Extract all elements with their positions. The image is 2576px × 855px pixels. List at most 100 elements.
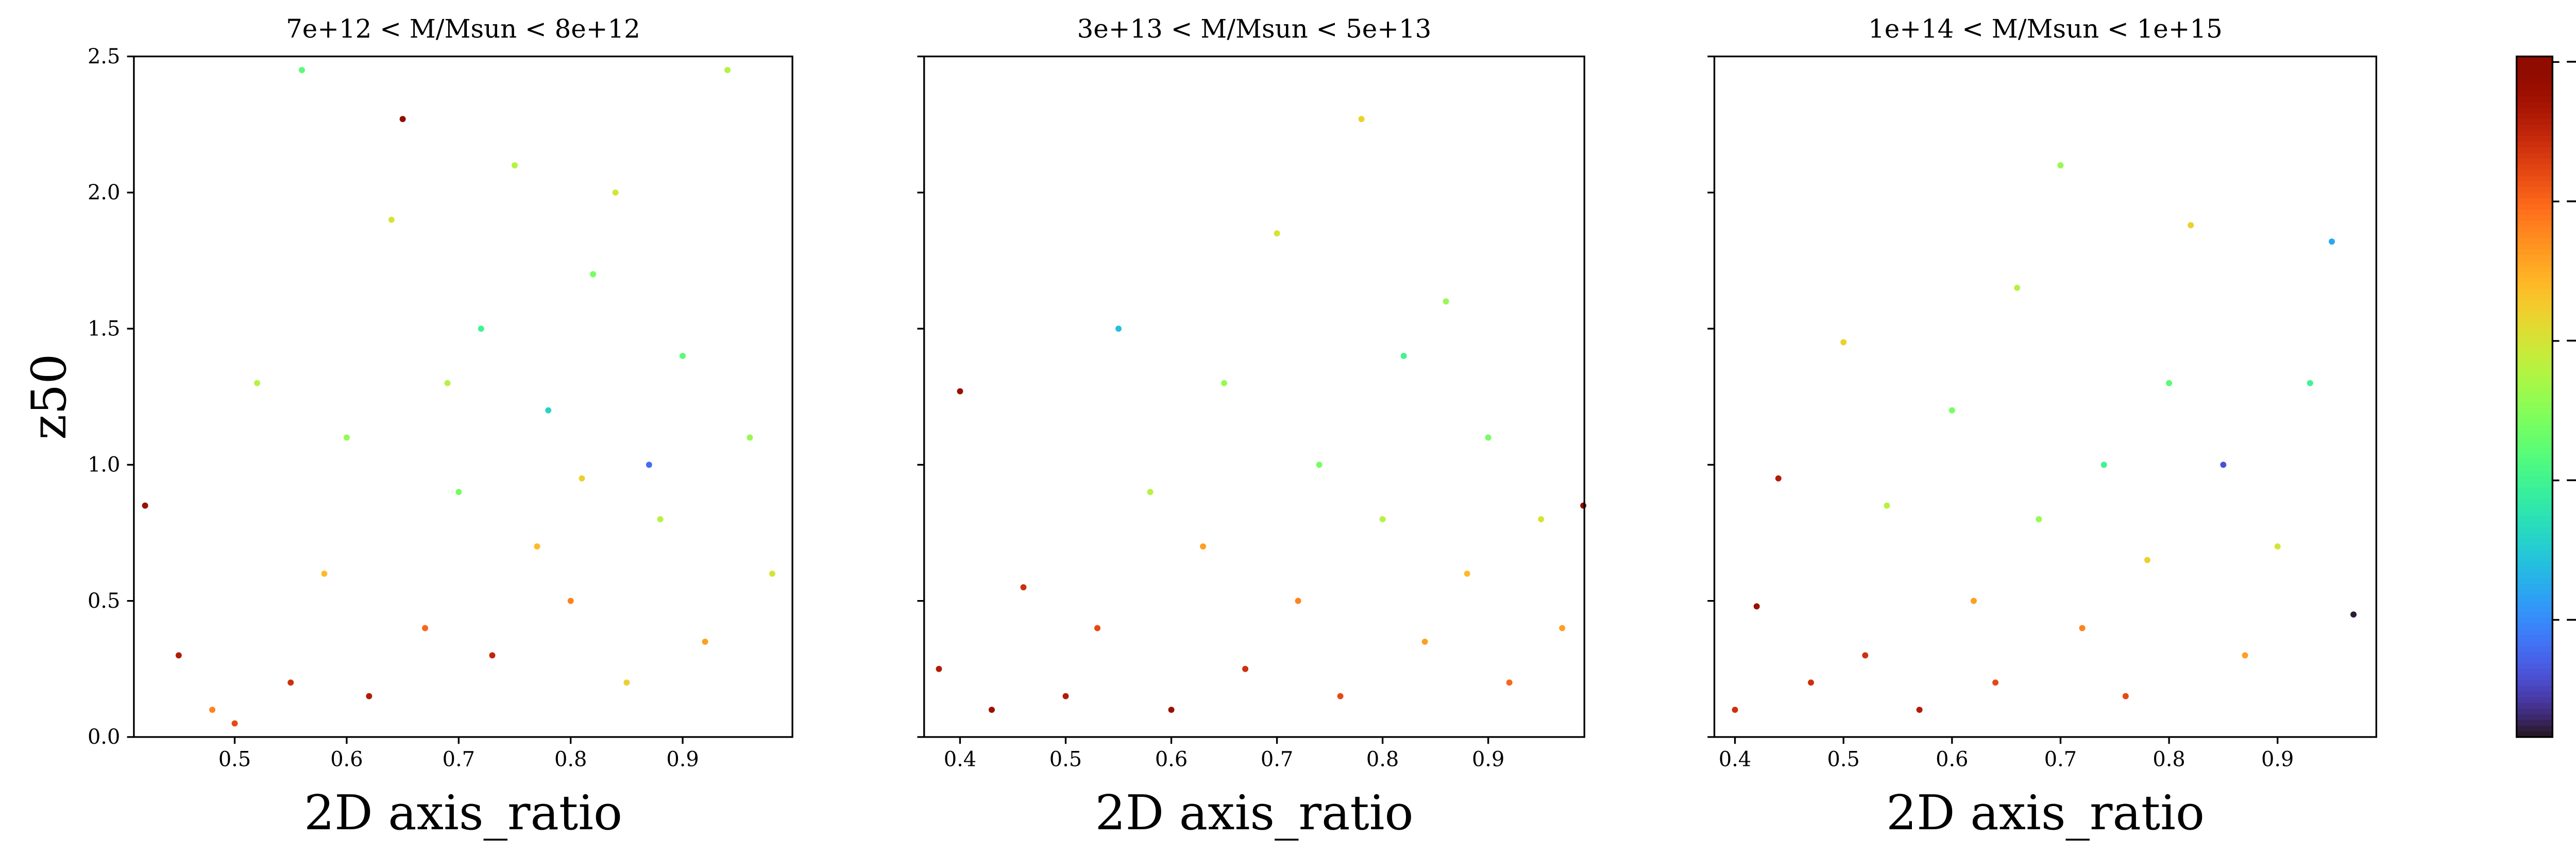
colorbar-gradient (2516, 448, 2553, 455)
point (1147, 489, 1154, 495)
point (1221, 380, 1228, 386)
colorbar-gradient (2516, 674, 2553, 681)
colorbar-gradient (2516, 725, 2553, 732)
point (1732, 707, 1738, 713)
colorbar-gradient (2516, 141, 2553, 148)
x-tick-label: 0.6 (1936, 747, 1968, 771)
colorbar-gradient (2516, 175, 2553, 182)
point (1316, 461, 1323, 468)
colorbar-gradient (2516, 147, 2553, 154)
y-tick-label: 1.0 (88, 453, 120, 477)
x-tick-label: 0.7 (2044, 747, 2077, 771)
y-axis-label: z50 (21, 354, 77, 440)
colorbar-gradient (2516, 192, 2553, 199)
point (142, 502, 148, 509)
point (2079, 625, 2086, 631)
point (1775, 475, 1782, 482)
colorbar-gradient (2516, 708, 2553, 715)
colorbar-gradient (2516, 652, 2553, 659)
point (343, 434, 350, 441)
point (1506, 679, 1513, 686)
colorbar-gradient (2516, 493, 2553, 500)
colorbar-gradient (2516, 720, 2553, 727)
point (1242, 665, 1249, 672)
x-tick-label: 0.7 (1261, 747, 1293, 771)
panel-title: 7e+12 < M/Msun < 8e+12 (286, 14, 640, 44)
colorbar-gradient (2516, 714, 2553, 721)
point (254, 380, 260, 386)
y-tick-label: 0.0 (88, 725, 120, 749)
point (2014, 284, 2021, 291)
colorbar-gradient (2516, 334, 2553, 341)
colorbar-gradient (2516, 691, 2553, 698)
colorbar-gradient (2516, 84, 2553, 92)
colorbar-gradient (2516, 391, 2553, 398)
colorbar-gradient (2516, 589, 2553, 596)
point (623, 679, 630, 686)
colorbar-gradient (2516, 232, 2553, 239)
point (2350, 611, 2357, 618)
colorbar-gradient (2516, 203, 2553, 211)
x-tick-label: 0.8 (1366, 747, 1399, 771)
point (1421, 638, 1428, 645)
plot-frame (1713, 55, 2378, 738)
colorbar-gradient (2516, 118, 2553, 126)
colorbar-tick-label: −2.5 (2565, 607, 2576, 632)
point (1400, 352, 1407, 359)
point (1274, 230, 1280, 237)
colorbar-gradient (2516, 476, 2553, 483)
point (1464, 570, 1470, 577)
point (1538, 516, 1545, 523)
colorbar-gradient (2516, 312, 2553, 318)
colorbar-tick-label: −0.5 (2565, 49, 2576, 75)
colorbar-gradient (2516, 374, 2553, 381)
colorbar-gradient (2516, 186, 2553, 194)
colorbar-gradient (2516, 289, 2553, 296)
x-tick-label: 0.5 (1827, 747, 1860, 771)
colorbar-gradient (2516, 578, 2553, 585)
x-tick-label: 0.9 (1472, 747, 1504, 771)
colorbar-gradient (2516, 612, 2553, 619)
x-tick-label: 0.6 (1155, 747, 1188, 771)
colorbar-gradient (2516, 181, 2553, 188)
colorbar-gradient (2516, 283, 2553, 290)
colorbar-gradient (2516, 295, 2553, 301)
point (988, 707, 995, 713)
x-tick-label: 0.4 (1719, 747, 1751, 771)
x-tick-label: 0.4 (944, 747, 976, 771)
colorbar-gradient (2516, 436, 2553, 443)
colorbar-gradient (2516, 680, 2553, 687)
colorbar-gradient (2516, 521, 2553, 528)
colorbar-frame (2515, 55, 2554, 738)
colorbar-gradient (2516, 90, 2553, 97)
x-axis-label: 2D axis_ratio (1886, 785, 2205, 841)
colorbar-gradient (2516, 323, 2553, 330)
point (1884, 502, 1890, 509)
colorbar-gradient (2516, 62, 2553, 69)
colorbar-gradient (2516, 572, 2553, 579)
point (2036, 516, 2042, 523)
point (175, 652, 182, 659)
colorbar-gradient (2516, 152, 2553, 160)
colorbar-gradient (2516, 414, 2553, 420)
point (2144, 557, 2150, 563)
y-tick-label: 2.0 (88, 181, 120, 204)
colorbar-gradient (2516, 169, 2553, 177)
point (2220, 461, 2227, 468)
point (1295, 597, 1301, 604)
point (1337, 693, 1344, 699)
point (2166, 380, 2173, 386)
colorbar-gradient (2516, 697, 2553, 704)
colorbar-gradient (2516, 380, 2553, 386)
point (1753, 603, 1760, 610)
colorbar-gradient (2516, 385, 2553, 392)
colorbar-gradient (2516, 499, 2553, 506)
x-tick-label: 0.7 (443, 747, 475, 771)
colorbar-gradient (2516, 300, 2553, 307)
point (366, 693, 372, 699)
point (1916, 707, 1923, 713)
colorbar-gradient (2516, 408, 2553, 415)
point (567, 597, 574, 604)
colorbar-gradient (2516, 425, 2553, 432)
